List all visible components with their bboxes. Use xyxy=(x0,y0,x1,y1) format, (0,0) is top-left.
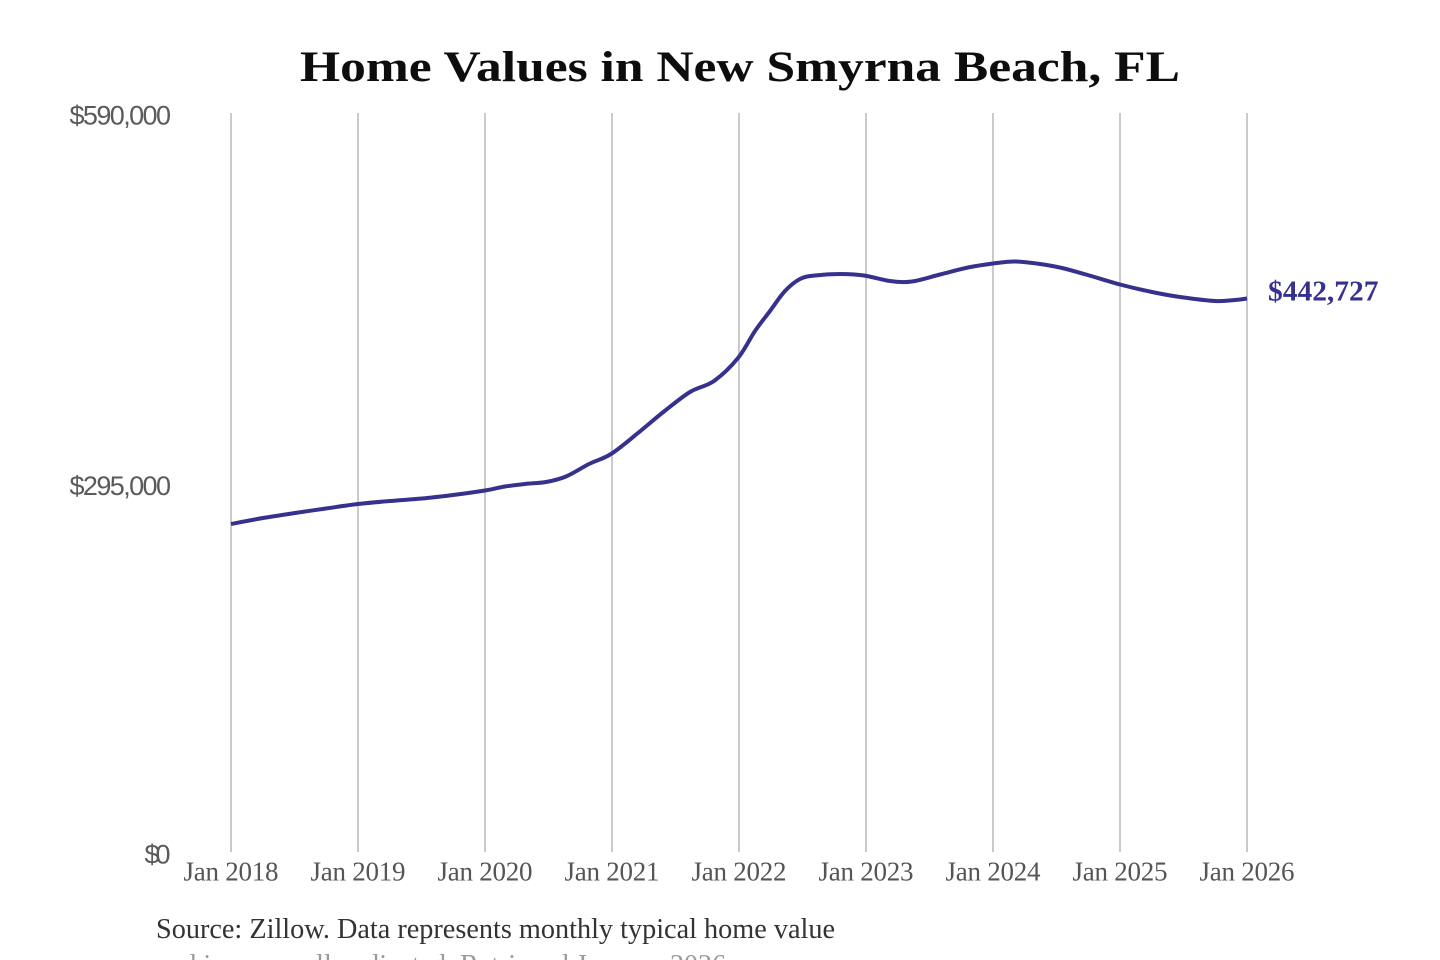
svg-text:Jan 2021: Jan 2021 xyxy=(565,857,660,887)
svg-text:$0: $0 xyxy=(145,840,171,870)
svg-text:and is seasonally adjusted. Re: and is seasonally adjusted. Retrieved Ja… xyxy=(156,950,733,960)
svg-text:Jan 2018: Jan 2018 xyxy=(184,857,279,887)
svg-text:$590,000: $590,000 xyxy=(70,101,172,131)
svg-text:Home Values in New Smyrna Beac: Home Values in New Smyrna Beach, FL xyxy=(300,44,1180,91)
svg-text:$295,000: $295,000 xyxy=(70,471,172,501)
svg-text:$442,727: $442,727 xyxy=(1268,277,1379,308)
svg-text:Jan 2023: Jan 2023 xyxy=(819,857,914,887)
svg-text:Jan 2019: Jan 2019 xyxy=(311,857,406,887)
svg-text:Jan 2020: Jan 2020 xyxy=(438,857,533,887)
svg-text:Jan 2026: Jan 2026 xyxy=(1200,857,1295,887)
svg-text:Source: Zillow. Data represent: Source: Zillow. Data represents monthly … xyxy=(156,914,835,945)
svg-text:Jan 2025: Jan 2025 xyxy=(1073,857,1168,887)
svg-text:Jan 2024: Jan 2024 xyxy=(946,857,1042,887)
svg-text:Jan 2022: Jan 2022 xyxy=(692,857,787,887)
